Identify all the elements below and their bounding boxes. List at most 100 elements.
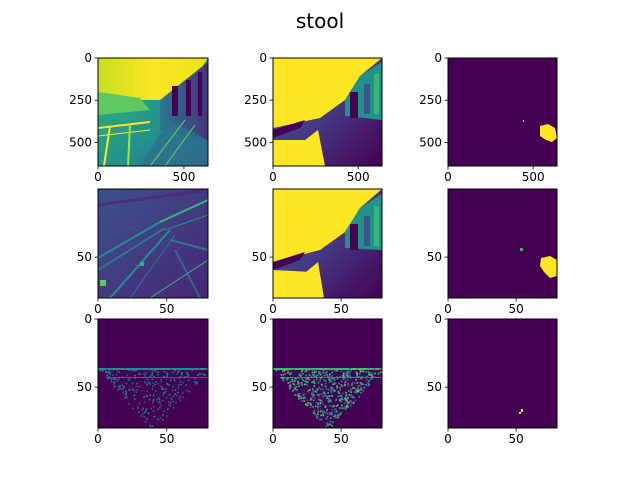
scatter-pixel xyxy=(140,389,143,392)
y-tick-label: 0 xyxy=(259,51,267,65)
scatter-pixel xyxy=(350,391,353,394)
scatter-pixel xyxy=(334,414,337,416)
scatter-pixel xyxy=(340,400,342,403)
scatter-pixel xyxy=(186,373,189,375)
scatter-pixel xyxy=(301,370,303,372)
scatter-pixel xyxy=(344,398,347,401)
scatter-pixel xyxy=(300,400,303,402)
scatter-pixel xyxy=(328,405,331,407)
scatter-pixel xyxy=(330,394,333,397)
scatter-pixel xyxy=(179,395,182,397)
scatter-pixel xyxy=(329,379,332,382)
heatmap-image xyxy=(448,189,557,298)
scatter-pixel xyxy=(322,414,325,417)
scatter-pixel xyxy=(171,398,173,400)
scatter-pixel xyxy=(174,369,176,372)
scatter-pixel xyxy=(341,380,343,382)
scatter-pixel xyxy=(125,382,128,385)
scatter-pixel xyxy=(357,376,359,378)
scatter-pixel xyxy=(316,388,318,390)
scatter-pixel xyxy=(327,423,329,425)
scatter-pixel xyxy=(152,394,155,397)
scatter-pixel xyxy=(293,368,295,370)
scatter-pixel xyxy=(284,373,286,375)
scatter-pixel xyxy=(169,405,172,407)
scatter-pixel xyxy=(314,397,316,399)
scatter-pixel xyxy=(133,394,136,396)
y-tick-label: 0 xyxy=(84,51,92,65)
scatter-pixel xyxy=(191,369,194,372)
scatter-pixel xyxy=(319,393,321,396)
scatter-pixel xyxy=(315,414,318,417)
scatter-pixel xyxy=(365,375,368,378)
scatter-pixel xyxy=(131,369,133,372)
scatter-pixel xyxy=(322,369,325,371)
scatter-pixel xyxy=(322,403,324,405)
scatter-pixel xyxy=(303,393,305,395)
scatter-pixel xyxy=(342,378,345,380)
scatter-pixel xyxy=(150,407,152,409)
scatter-pixel xyxy=(319,380,321,383)
heatmap-image xyxy=(448,58,557,166)
scatter-pixel xyxy=(298,373,301,376)
scatter-pixel xyxy=(170,379,172,382)
scatter-pixel xyxy=(107,370,110,373)
scatter-pixel xyxy=(330,412,333,414)
scatter-pixel xyxy=(367,382,369,384)
scatter-pixel xyxy=(305,378,307,380)
scatter-pixel xyxy=(324,412,327,414)
scatter-pixel xyxy=(363,387,365,389)
scatter-pixel xyxy=(163,370,165,373)
scatter-pixel xyxy=(110,378,113,381)
scatter-pixel xyxy=(170,402,172,404)
scatter-pixel xyxy=(305,370,308,372)
scatter-pixel xyxy=(371,373,374,376)
scatter-pixel xyxy=(342,372,345,375)
scatter-pixel xyxy=(357,387,359,389)
scatter-pixel xyxy=(319,409,322,412)
scatter-pixel xyxy=(127,379,130,381)
scatter-pixel xyxy=(320,368,323,371)
scatter-pixel xyxy=(339,399,341,401)
scatter-pixel xyxy=(168,384,170,386)
scatter-pixel xyxy=(356,389,358,392)
scatter-pixel xyxy=(359,392,362,394)
scatter-pixel xyxy=(319,405,321,407)
scatter-pixel xyxy=(124,394,127,397)
scatter-pixel xyxy=(128,378,131,380)
scatter-pixel xyxy=(370,374,372,376)
scatter-pixel xyxy=(112,374,114,377)
x-tick-label: 0 xyxy=(94,432,102,446)
scatter-pixel xyxy=(326,412,329,415)
scatter-pixel xyxy=(147,382,149,384)
scatter-pixel xyxy=(144,381,146,384)
scatter-pixel xyxy=(328,395,331,397)
scatter-pixel xyxy=(306,390,309,393)
scatter-pixel xyxy=(298,382,300,385)
scatter-pixel xyxy=(313,394,315,397)
scatter-pixel xyxy=(289,387,291,390)
scatter-pixel xyxy=(325,425,328,428)
scatter-pixel xyxy=(181,372,183,374)
scatter-pixel xyxy=(145,408,148,410)
scatter-pixel xyxy=(282,376,285,379)
scatter-pixel xyxy=(155,390,157,392)
scatter-pixel xyxy=(148,381,151,384)
scatter-pixel xyxy=(146,395,148,397)
panel-r3c2 xyxy=(272,318,383,429)
scatter-pixel xyxy=(328,401,330,403)
scatter-pixel xyxy=(138,373,140,375)
scatter-pixel xyxy=(116,370,119,372)
scatter-pixel xyxy=(303,369,306,371)
scatter-pixel xyxy=(348,401,350,404)
scatter-pixel xyxy=(121,384,123,386)
scatter-pixel xyxy=(162,388,165,391)
scatter-pixel xyxy=(293,387,295,390)
scatter-pixel xyxy=(318,371,320,373)
scatter-pixel xyxy=(331,413,333,416)
scatter-pixel xyxy=(298,398,300,400)
scatter-pixel xyxy=(347,385,350,387)
scatter-pixels xyxy=(275,368,382,428)
scatter-pixel xyxy=(123,386,125,388)
scatter-pixel xyxy=(289,384,292,386)
